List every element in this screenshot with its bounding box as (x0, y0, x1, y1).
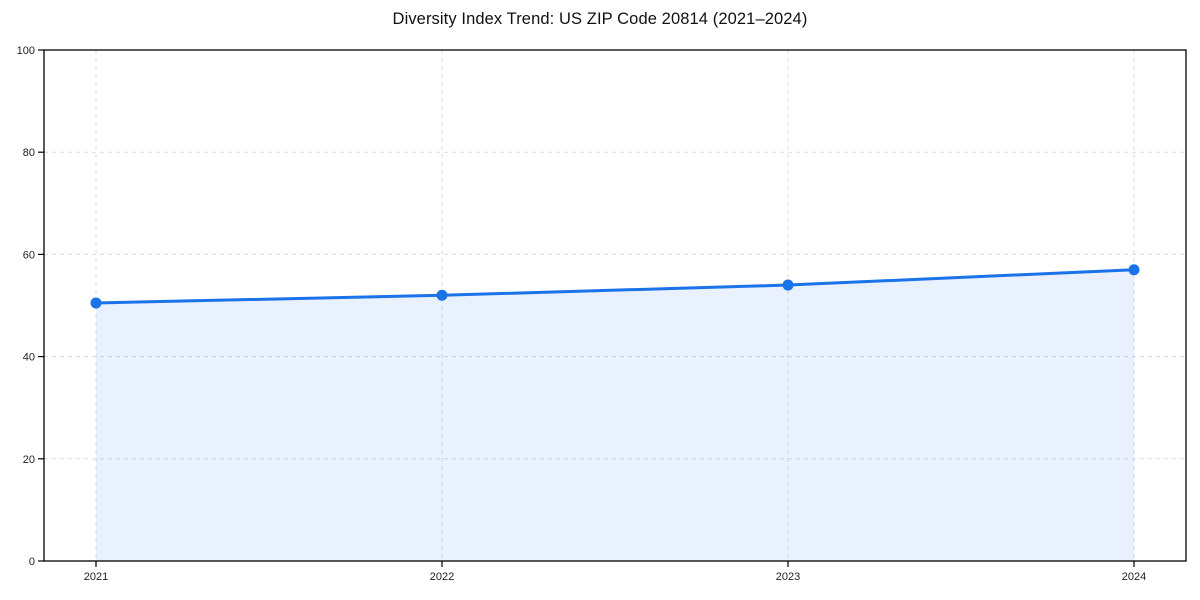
x-axis-tick-label: 2021 (84, 571, 108, 583)
data-point-marker (1128, 264, 1140, 276)
y-axis-tick-label: 20 (23, 454, 35, 466)
area-fill (96, 269, 1134, 561)
y-axis-tick-label: 80 (23, 147, 35, 159)
data-point-marker (436, 289, 448, 301)
y-axis-tick-label: 40 (23, 352, 35, 364)
y-axis-tick-label: 100 (17, 45, 35, 57)
x-axis-tick-label: 2024 (1122, 571, 1146, 583)
y-axis-tick-label: 60 (23, 249, 35, 261)
y-axis-tick-label: 0 (29, 556, 35, 568)
chart-title: Diversity Index Trend: US ZIP Code 20814… (392, 10, 808, 28)
data-point-marker (90, 297, 102, 309)
x-axis-tick-label: 2022 (430, 571, 454, 583)
plot-border (43, 49, 1187, 562)
x-axis-tick-label: 2023 (776, 571, 800, 583)
data-point-marker (782, 279, 794, 291)
trend-line (94, 268, 1136, 305)
